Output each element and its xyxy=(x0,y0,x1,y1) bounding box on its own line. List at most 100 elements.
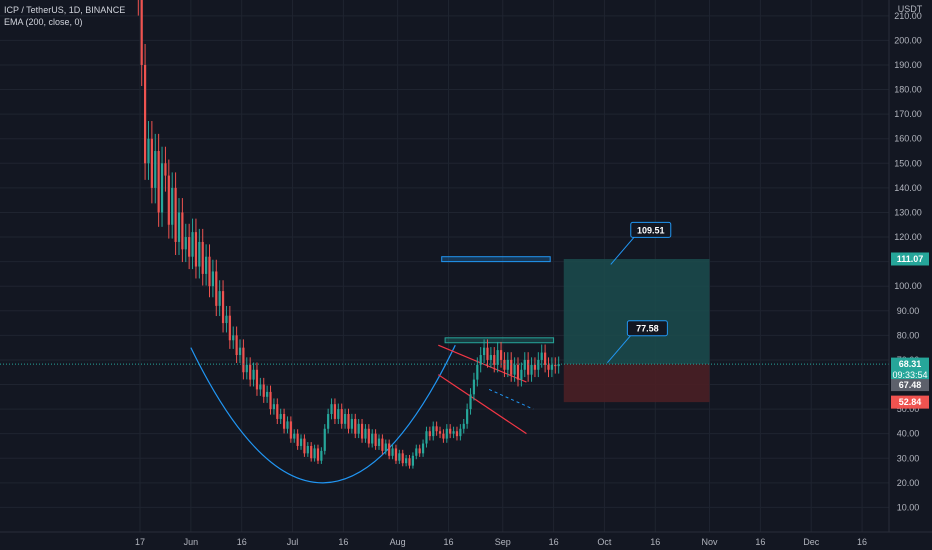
candle-body xyxy=(181,212,184,250)
candle-body xyxy=(425,431,428,444)
candle-body xyxy=(476,364,479,380)
candle-body xyxy=(191,232,194,257)
candle-body xyxy=(405,458,408,464)
candle-body xyxy=(466,409,469,424)
y-tick-label: 170.00 xyxy=(894,109,922,119)
candle-body xyxy=(262,384,265,397)
cup-curve[interactable] xyxy=(190,344,456,484)
y-tick-label: 50.00 xyxy=(897,404,920,414)
candle-body xyxy=(530,364,533,375)
candle-body xyxy=(232,335,235,341)
y-tick-label: 100.00 xyxy=(894,281,922,291)
x-axis-panel[interactable] xyxy=(0,532,932,550)
y-tick-label: 30.00 xyxy=(897,453,920,463)
candle-body xyxy=(293,433,296,439)
callout-box[interactable] xyxy=(630,221,672,238)
y-tick-label: 150.00 xyxy=(894,158,922,168)
candle-body xyxy=(357,423,360,434)
chart-legend[interactable]: ICP / TetherUS, 1D, BINANCE EMA (200, cl… xyxy=(4,4,125,28)
callout-pointer xyxy=(607,334,632,364)
candle-body xyxy=(435,426,438,432)
current-price-tag: 68.31 xyxy=(899,359,922,369)
candle-body xyxy=(313,448,316,459)
candle-body xyxy=(310,445,313,459)
callout-pointer xyxy=(610,236,636,265)
x-tick-label: 16 xyxy=(443,537,453,547)
candle-body xyxy=(367,428,370,444)
candle-body xyxy=(266,391,269,397)
y-tick-label: 190.00 xyxy=(894,60,922,70)
candle-body xyxy=(445,428,448,439)
candle-body xyxy=(272,404,276,410)
prev-close-tag: 67.48 xyxy=(899,380,922,390)
stop-price-tag: 52.84 xyxy=(899,397,922,407)
candle-body xyxy=(547,364,550,370)
candle-body xyxy=(228,315,231,341)
candle-body xyxy=(238,347,242,356)
callout-box[interactable] xyxy=(626,320,668,337)
candle-body xyxy=(452,431,455,434)
x-axis[interactable]: 17 Jun 16 Jul 16 Aug 16 Sep 16 Oct 16 Nov 16 Dec 16 xyxy=(135,537,867,547)
stop-zone xyxy=(563,364,710,403)
candle-body xyxy=(462,423,465,429)
candle-body xyxy=(554,364,557,367)
callout-label: 109.51 xyxy=(637,225,665,235)
candle-body xyxy=(472,379,476,395)
candle-body xyxy=(421,443,425,454)
candle-body xyxy=(479,355,482,365)
candle-body xyxy=(482,347,486,356)
y-tick-label: 20.00 xyxy=(897,478,920,488)
candle-body xyxy=(408,458,411,466)
x-tick-label: Nov xyxy=(702,537,719,547)
candle-body xyxy=(323,428,326,451)
candle-body xyxy=(218,291,221,306)
candle-body xyxy=(289,421,292,439)
candle-body xyxy=(438,431,442,434)
candle-body xyxy=(377,438,381,446)
candle-body xyxy=(557,364,560,367)
y-tick-label: 130.00 xyxy=(894,207,922,217)
channel-lower-line[interactable] xyxy=(437,374,527,435)
candle-body xyxy=(350,418,353,429)
candle-body xyxy=(418,448,421,454)
candle-body xyxy=(486,347,489,360)
candle-body xyxy=(211,271,214,287)
drawing-tools[interactable] xyxy=(190,256,555,484)
candle-body xyxy=(384,443,387,451)
stop-price-tag-bg xyxy=(891,395,929,409)
y-axis-panel[interactable] xyxy=(889,0,932,532)
candle-body xyxy=(188,237,191,257)
candle-body xyxy=(337,409,340,419)
x-tick-label: 17 xyxy=(135,537,145,547)
grid-lines xyxy=(0,0,889,532)
candle-body xyxy=(259,384,262,390)
candle-body xyxy=(249,364,252,380)
projection-dashed-line[interactable] xyxy=(488,388,534,410)
symbol-title[interactable]: ICP / TetherUS, 1D, BINANCE xyxy=(4,5,126,15)
candle-body xyxy=(215,271,218,306)
candle-body xyxy=(533,364,537,370)
candle-body xyxy=(513,364,516,375)
candle-body xyxy=(540,352,543,360)
position-zones xyxy=(563,258,710,403)
candle-body xyxy=(537,359,540,370)
candle-body xyxy=(449,428,452,434)
y-tick-label: 160.00 xyxy=(894,134,922,144)
x-tick-label: Oct xyxy=(597,537,612,547)
candle-body xyxy=(489,355,492,360)
x-tick-label: 16 xyxy=(549,537,559,547)
y-axis-unit: USDT xyxy=(898,4,923,14)
channel-upper-line[interactable] xyxy=(438,344,527,383)
indicator-title[interactable]: EMA (200, close, 0) xyxy=(4,17,83,27)
candle-body xyxy=(455,431,459,437)
candle-body xyxy=(330,404,333,415)
callout-labels[interactable]: 109.51 77.58 xyxy=(607,221,672,364)
y-tick-label: 90.00 xyxy=(897,306,920,316)
resistance-box-2[interactable] xyxy=(444,337,555,344)
current-price-bg xyxy=(891,357,929,382)
candle-body xyxy=(167,175,170,225)
candle-body xyxy=(299,438,303,446)
y-tick-label: 180.00 xyxy=(894,85,922,95)
resistance-box-1[interactable] xyxy=(441,256,551,263)
